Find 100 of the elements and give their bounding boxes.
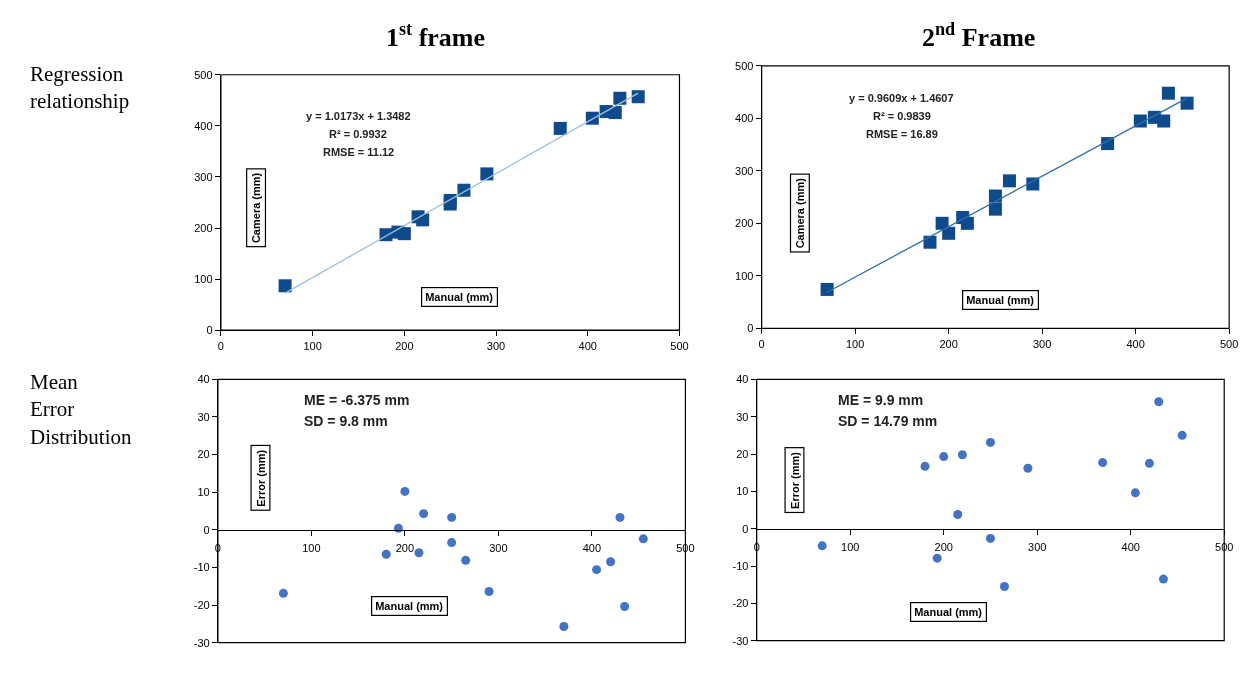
x-tick-label: 300 xyxy=(1028,540,1047,553)
y-tick-label: -10 xyxy=(193,561,210,574)
y-tick-label: 400 xyxy=(735,112,754,125)
x-tick-label: 300 xyxy=(489,542,508,555)
y-tick-label: 200 xyxy=(194,221,213,234)
y-tick-label: 40 xyxy=(736,373,749,386)
annotation: R² = 0.9839 xyxy=(873,110,931,122)
y-tick-label: 0 xyxy=(203,523,210,536)
point xyxy=(397,227,411,241)
y-tick-label: 200 xyxy=(735,217,754,230)
point xyxy=(923,235,937,249)
y-tick-label: 300 xyxy=(735,164,754,177)
y-tick-label: 20 xyxy=(736,447,749,460)
annotation: y = 0.9609x + 1.4607 xyxy=(849,92,954,104)
x-tick-label: 100 xyxy=(841,540,860,553)
point xyxy=(620,602,630,612)
y-tick-label: 100 xyxy=(194,272,213,285)
point xyxy=(608,106,622,120)
y-tick-label: 30 xyxy=(736,410,749,423)
point xyxy=(988,202,1002,216)
point xyxy=(419,509,429,519)
x-tick-label: 100 xyxy=(302,542,321,555)
point xyxy=(606,557,616,567)
x-tick-label: 300 xyxy=(1032,337,1052,350)
y-tick-label: 0 xyxy=(747,322,754,335)
point xyxy=(1023,463,1033,473)
y-tick-label: 0 xyxy=(206,324,213,337)
point xyxy=(820,282,834,296)
point xyxy=(553,121,567,135)
point xyxy=(1002,174,1016,188)
point xyxy=(1158,574,1168,584)
point xyxy=(416,213,430,227)
y-tick-label: 500 xyxy=(194,68,213,81)
y-tick-label: 30 xyxy=(197,410,210,423)
y-tick-label: 400 xyxy=(194,119,213,132)
point xyxy=(985,533,995,543)
point xyxy=(414,548,424,558)
point xyxy=(400,486,410,496)
point xyxy=(1098,458,1108,468)
point xyxy=(613,91,627,105)
y-tick-label: 300 xyxy=(194,170,213,183)
x-tick-label: 500 xyxy=(670,339,689,352)
y-tick-label: 0 xyxy=(742,522,749,535)
x-axis-title: Manual (mm) xyxy=(375,600,444,613)
point xyxy=(1161,86,1175,100)
point xyxy=(1130,488,1140,498)
point xyxy=(1000,582,1009,592)
text: Mean Error Distribution xyxy=(30,370,132,449)
point xyxy=(932,553,942,563)
point xyxy=(615,512,625,522)
point xyxy=(447,512,457,522)
point xyxy=(920,461,930,471)
point xyxy=(559,621,569,631)
annotation: ME = 9.9 mm xyxy=(838,392,924,408)
point xyxy=(381,549,391,559)
annotation: RMSE = 16.89 xyxy=(866,128,938,140)
x-tick-label: 100 xyxy=(303,339,322,352)
point xyxy=(278,279,292,293)
x-tick-label: 200 xyxy=(939,337,958,350)
y-tick-label: -30 xyxy=(193,636,210,649)
annotation: R² = 0.9932 xyxy=(329,128,387,140)
y-axis-title: Error (mm) xyxy=(254,449,267,507)
annotation: SD = 14.79 mm xyxy=(838,413,938,429)
chart-subtitle: Regression relationship xyxy=(30,62,130,114)
x-tick-label: 200 xyxy=(395,542,415,555)
x-axis-title: Manual (mm) xyxy=(425,291,494,304)
point xyxy=(939,452,949,462)
annotation: ME = -6.375 mm xyxy=(304,392,410,408)
y-tick-label: 500 xyxy=(735,59,754,72)
x-tick-label: 0 xyxy=(217,339,224,352)
x-tick-label: 500 xyxy=(1219,337,1239,350)
chart-title: 2$^{nd}$ Frame xyxy=(922,19,1036,52)
x-tick-label: 100 xyxy=(846,337,865,350)
y-axis-title: Camera (mm) xyxy=(794,177,807,249)
x-tick-label: 300 xyxy=(486,339,506,352)
point xyxy=(461,555,471,565)
x-tick-label: 400 xyxy=(1121,540,1140,553)
y-axis-title: Camera (mm) xyxy=(250,172,263,244)
y-tick-label: 20 xyxy=(197,448,210,461)
y-tick-label: 10 xyxy=(197,486,210,499)
y-tick-label: 10 xyxy=(736,485,749,498)
x-tick-label: 200 xyxy=(395,339,414,352)
y-tick-label: 40 xyxy=(197,373,210,386)
y-tick-label: -20 xyxy=(732,597,749,610)
point xyxy=(480,167,494,181)
point xyxy=(957,450,967,460)
point xyxy=(484,586,494,596)
point xyxy=(985,437,995,447)
point xyxy=(278,588,288,598)
annotation: SD = 9.8 mm xyxy=(304,413,388,429)
y-tick-label: -20 xyxy=(193,598,210,611)
x-tick-label: 400 xyxy=(578,339,597,352)
y-tick-label: 100 xyxy=(735,269,754,282)
annotation: y = 1.0173x + 1.3482 xyxy=(306,110,411,122)
point xyxy=(1180,96,1194,110)
point xyxy=(1154,397,1164,407)
y-tick-label: -30 xyxy=(732,634,749,647)
x-tick-label: 400 xyxy=(1126,337,1145,350)
point xyxy=(1144,458,1154,468)
point xyxy=(1177,430,1187,440)
